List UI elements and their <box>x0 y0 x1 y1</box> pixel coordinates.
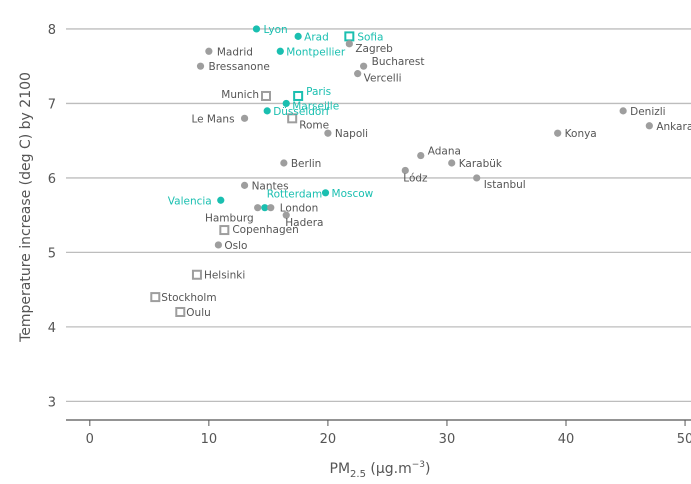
point-london <box>267 204 274 211</box>
label-montpellier: Montpellier <box>286 46 346 58</box>
label-madrid: Madrid <box>217 46 253 58</box>
point-vercelli <box>354 70 361 77</box>
point-oslo <box>215 241 222 248</box>
label-bressanone: Bressanone <box>209 61 270 73</box>
label-istanbul: Istanbul <box>484 179 526 191</box>
point-konya <box>554 130 561 137</box>
point-bucharest <box>360 63 367 70</box>
label-stockholm: Stockholm <box>161 292 216 304</box>
x-tick-label: 10 <box>201 432 218 447</box>
label-helsinki: Helsinki <box>204 270 245 282</box>
x-tick-label: 50 <box>677 432 691 447</box>
point-munich <box>262 92 270 100</box>
label-rome: Rome <box>299 119 329 131</box>
label-denizli: Denizli <box>630 106 665 118</box>
point-istanbul <box>473 174 480 181</box>
y-tick-label: 4 <box>48 321 56 336</box>
label-oslo: Oslo <box>224 240 247 252</box>
y-tick-label: 3 <box>48 395 56 410</box>
point-berlin <box>280 159 287 166</box>
x-tick-label: 0 <box>86 432 94 447</box>
label-london: London <box>280 203 319 215</box>
label-adana: Adana <box>428 146 461 158</box>
x-axis-title: PM2.5 (µg.m−3) <box>330 460 431 480</box>
point-oulu <box>176 308 184 316</box>
point-ankara <box>646 122 653 129</box>
label-copenhagen: Copenhagen <box>232 224 298 236</box>
point-hamburg <box>254 204 261 211</box>
point-lyon <box>253 25 260 32</box>
label-karab-k: Karabük <box>459 158 503 170</box>
label-valencia: Valencia <box>168 195 212 207</box>
point-paris <box>294 92 302 100</box>
x-tick-label: 40 <box>558 432 575 447</box>
label-ankara: Ankara <box>656 121 691 133</box>
label-bucharest: Bucharest <box>372 56 425 68</box>
label-rotterdam: Rotterdam <box>267 189 322 201</box>
label-hamburg: Hamburg <box>205 213 254 225</box>
y-tick-label: 8 <box>48 23 56 38</box>
point-montpellier <box>277 48 284 55</box>
label-munich: Munich <box>221 89 259 101</box>
label-oulu: Oulu <box>186 307 211 319</box>
label-konya: Konya <box>565 128 597 140</box>
point-d-sseldorf <box>264 107 271 114</box>
point-bressanone <box>197 63 204 70</box>
label-d-sseldorf: Düsseldorf <box>273 106 329 118</box>
y-tick-label: 7 <box>48 97 56 112</box>
label-le-mans: Le Mans <box>191 113 234 125</box>
label-berlin: Berlin <box>291 158 321 170</box>
point-helsinki <box>193 271 201 279</box>
axes: 3 4 5 6 7 8 0 10 20 30 40 50 <box>48 23 691 447</box>
label-moscow: Moscow <box>332 188 374 200</box>
label-l-dz: Lódz <box>403 172 428 184</box>
label-paris: Paris <box>306 86 331 98</box>
point-zagreb <box>346 40 353 47</box>
label-napoli: Napoli <box>335 128 368 140</box>
point-copenhagen <box>220 226 228 234</box>
point-karab-k <box>448 159 455 166</box>
label-sofia: Sofia <box>357 31 383 43</box>
point-sofia <box>345 32 353 40</box>
label-lyon: Lyon <box>263 24 287 36</box>
point-le-mans <box>241 115 248 122</box>
point-adana <box>417 152 424 159</box>
y-axis-title: Temperature increase (deg C) by 2100 <box>18 72 34 343</box>
y-tick-label: 6 <box>48 172 56 187</box>
point-nantes <box>241 182 248 189</box>
point-madrid <box>205 48 212 55</box>
x-tick-label: 20 <box>320 432 337 447</box>
label-vercelli: Vercelli <box>364 73 402 85</box>
point-moscow <box>322 189 329 196</box>
x-tick-label: 30 <box>439 432 456 447</box>
label-arad: Arad <box>304 31 329 43</box>
y-tick-label: 5 <box>48 246 56 261</box>
point-stockholm <box>151 293 159 301</box>
gridlines <box>66 29 691 401</box>
point-valencia <box>217 197 224 204</box>
point-arad <box>295 33 302 40</box>
point-denizli <box>620 107 627 114</box>
label-zagreb: Zagreb <box>355 43 393 55</box>
